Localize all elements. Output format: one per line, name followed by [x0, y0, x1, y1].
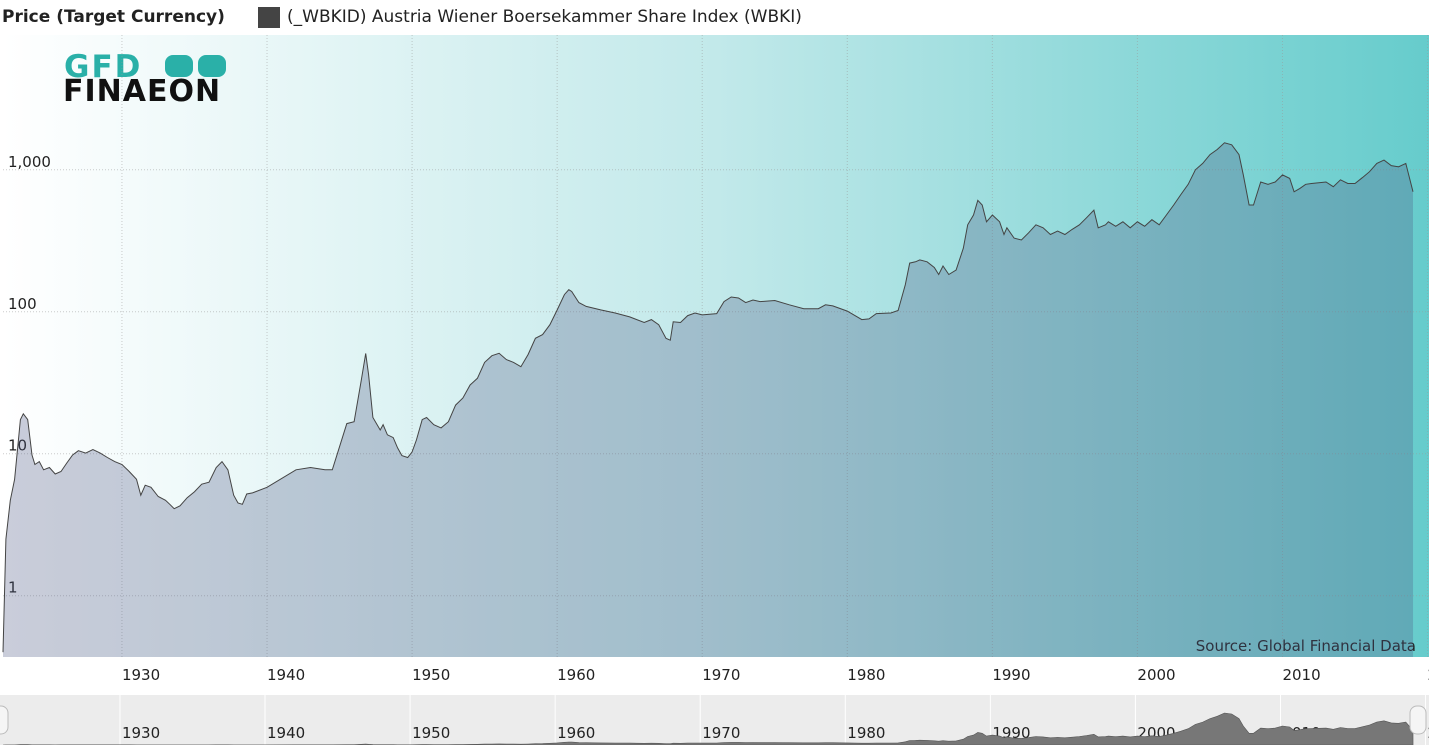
navigator-tick-label: 1950 [412, 724, 450, 742]
x-tick-label: 2010 [1282, 666, 1320, 684]
x-tick-label: 1930 [122, 666, 160, 684]
logo-top: GFD [64, 49, 142, 85]
x-tick-label: 1990 [992, 666, 1030, 684]
x-tick-label: 1960 [557, 666, 595, 684]
y-tick-label: 1 [8, 579, 18, 597]
area [3, 142, 1414, 658]
x-tick-label: 1940 [267, 666, 305, 684]
logo-leaf [198, 55, 226, 77]
navigator-tick-label: 1980 [847, 724, 885, 742]
axis-title: Price (Target Currency) [2, 7, 225, 27]
logo-leaf [165, 55, 193, 77]
navigator-tick-label: 2020 [1428, 724, 1429, 742]
navigator-tick-label: 1960 [557, 724, 595, 742]
source-note: Source: Global Financial Data [1196, 637, 1416, 655]
line [2, 142, 1414, 653]
legend-swatch[interactable] [258, 7, 280, 28]
x-tick-label: 2020 [1428, 666, 1429, 684]
navigator-handle[interactable] [1409, 705, 1427, 735]
x-tick-label: 2000 [1137, 666, 1175, 684]
navigator-handle[interactable] [0, 705, 9, 735]
y-tick-label: 1,000 [8, 153, 51, 171]
plot-background [3, 35, 1429, 657]
x-tick-label: 1980 [847, 666, 885, 684]
x-tick-label: 1970 [702, 666, 740, 684]
navigator-tick-label: 1970 [702, 724, 740, 742]
y-tick-label: 100 [8, 295, 37, 313]
x-tick-label: 1950 [412, 666, 450, 684]
navigator-tick-label: 1930 [122, 724, 160, 742]
legend-label[interactable]: (_WBKID) Austria Wiener Boersekammer Sha… [287, 7, 802, 27]
navigator-tick-label: 1940 [267, 724, 305, 742]
logo-bottom: FINAEON [63, 74, 221, 109]
